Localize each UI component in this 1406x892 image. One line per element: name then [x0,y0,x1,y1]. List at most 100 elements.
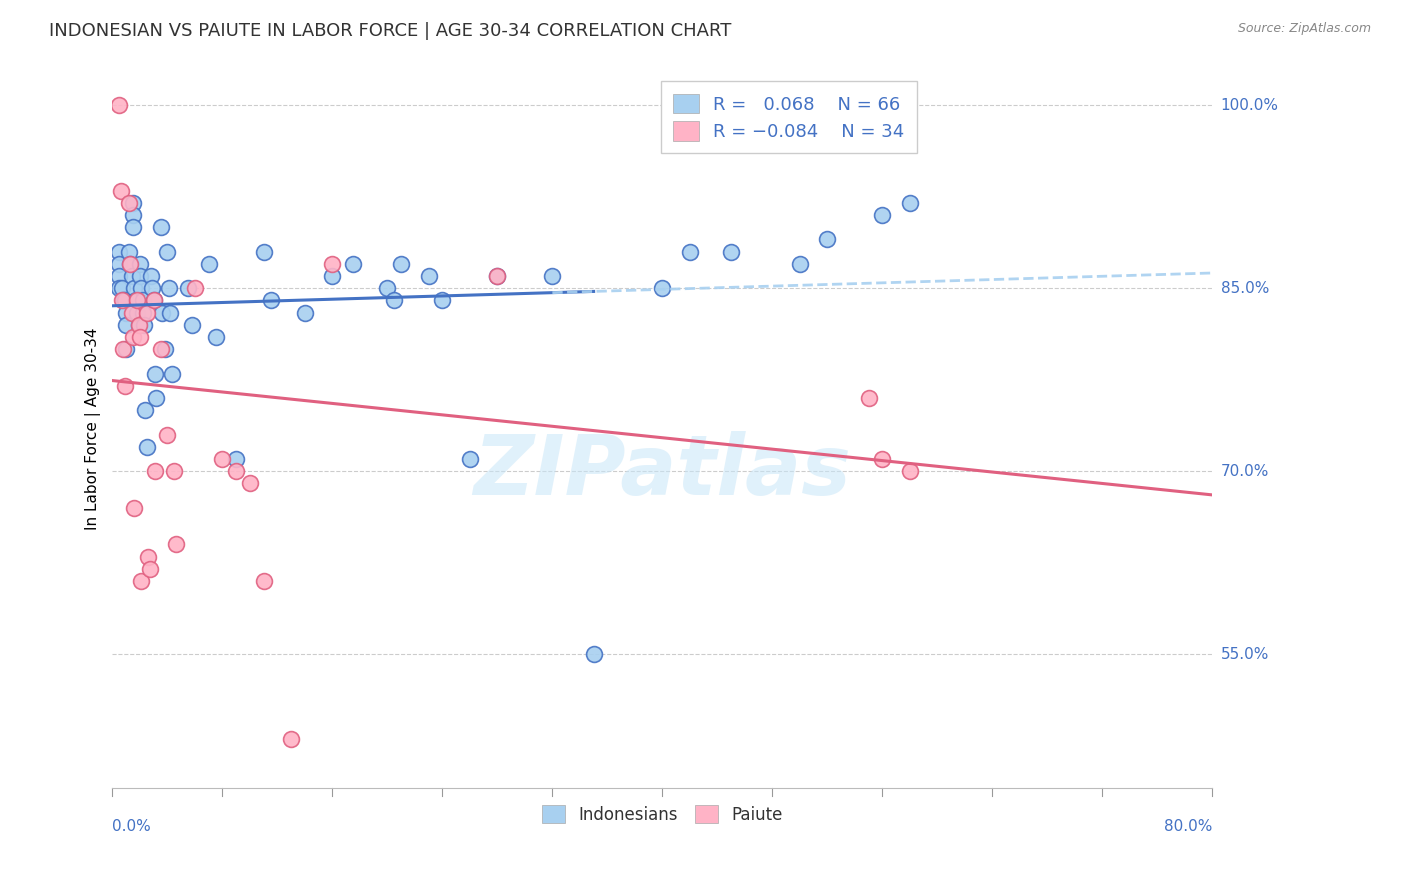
Text: 70.0%: 70.0% [1220,464,1270,479]
Point [898,464,921,478]
Point [541,268,564,283]
Point [382,293,405,308]
Point [142,293,165,308]
Point [197,257,219,271]
Point [112,342,135,356]
Point [129,257,152,271]
Point [143,464,166,478]
Point [150,305,173,319]
Point [432,293,454,308]
Point [160,367,183,381]
Point [253,574,276,588]
Point [135,440,157,454]
Point [115,305,138,319]
Point [815,232,838,246]
Point [121,305,143,319]
Point [157,281,180,295]
Text: Source: ZipAtlas.com: Source: ZipAtlas.com [1237,22,1371,36]
Point [159,305,181,319]
Text: 85.0%: 85.0% [1220,281,1270,295]
Point [294,305,316,319]
Point [128,318,150,332]
Y-axis label: In Labor Force | Age 30-34: In Labor Force | Age 30-34 [86,327,101,530]
Text: 80.0%: 80.0% [1164,819,1212,834]
Point [156,244,179,259]
Point [720,244,742,259]
Point [121,268,143,283]
Point [280,732,302,747]
Point [114,293,136,308]
Point [127,305,149,319]
Point [458,451,481,466]
Point [651,281,673,295]
Point [129,268,152,283]
Point [225,464,247,478]
Point [679,244,702,259]
Point [111,281,134,295]
Point [321,268,343,283]
Point [122,330,145,344]
Point [377,281,399,295]
Point [163,464,186,478]
Point [122,208,145,222]
Point [128,318,150,332]
Text: 0.0%: 0.0% [112,819,152,834]
Text: 100.0%: 100.0% [1220,97,1278,112]
Point [239,476,262,491]
Point [486,268,509,283]
Point [177,281,200,295]
Point [418,268,440,283]
Point [156,427,179,442]
Point [132,318,155,332]
Point [108,98,131,112]
Text: ZIPatlas: ZIPatlas [474,431,851,512]
Point [111,293,134,308]
Point [259,293,281,308]
Point [139,268,162,283]
Point [342,257,364,271]
Point [149,220,172,235]
Point [108,268,131,283]
Point [204,330,226,344]
Point [184,281,207,295]
Point [872,451,894,466]
Point [124,281,146,295]
Legend: Indonesians, Paiute: Indonesians, Paiute [536,798,790,830]
Point [124,500,146,515]
Point [486,268,509,283]
Text: INDONESIAN VS PAIUTE IN LABOR FORCE | AGE 30-34 CORRELATION CHART: INDONESIAN VS PAIUTE IN LABOR FORCE | AG… [49,22,731,40]
Point [125,293,148,308]
Point [115,342,138,356]
Text: 55.0%: 55.0% [1220,647,1270,662]
Point [129,330,152,344]
Point [118,244,141,259]
Point [115,318,138,332]
Point [142,293,165,308]
Point [108,244,131,259]
Point [108,281,131,295]
Point [321,257,343,271]
Point [136,549,159,564]
Point [118,195,141,210]
Point [108,257,131,271]
Point [211,451,233,466]
Point [131,305,153,319]
Point [789,257,811,271]
Point [141,281,163,295]
Point [127,293,149,308]
Point [145,391,167,405]
Point [120,257,142,271]
Point [582,647,605,661]
Point [153,342,176,356]
Point [225,451,247,466]
Point [122,195,145,210]
Point [122,220,145,235]
Point [149,342,172,356]
Point [181,318,204,332]
Point [872,208,894,222]
Point [134,403,156,417]
Point [858,391,880,405]
Point [120,257,142,271]
Point [143,367,166,381]
Point [165,537,187,551]
